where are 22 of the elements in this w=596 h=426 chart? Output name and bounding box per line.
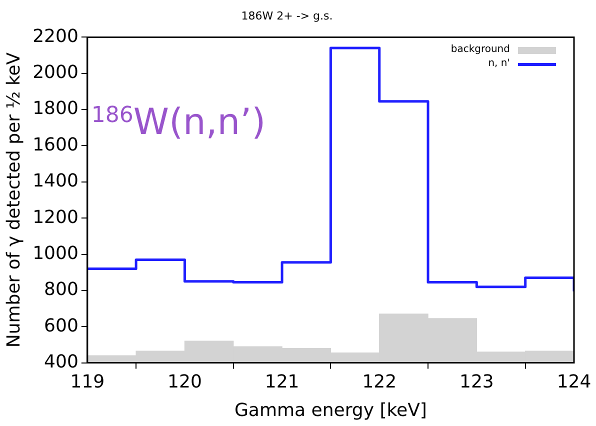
x-tick-label: 120 — [168, 371, 202, 392]
x-axis-title: Gamma energy [keV] — [234, 400, 427, 421]
x-tick-label: 124 — [556, 371, 592, 392]
y-tick-label: 800 — [44, 279, 78, 300]
y-tick-label: 400 — [44, 351, 78, 372]
y-tick-label: 600 — [44, 315, 78, 336]
x-tick-label: 119 — [70, 371, 105, 392]
annotation: $^{186}$W(n,n’) — [91, 102, 266, 143]
y-tick-label: 1200 — [32, 206, 78, 228]
x-tick-label: 121 — [264, 371, 300, 392]
y-axis-title: Number of γ detected per ½ keV — [3, 52, 24, 348]
y-tick-label: 2200 — [32, 26, 78, 47]
x-tick-label: 123 — [460, 371, 494, 392]
y-tick-label: 1800 — [32, 98, 78, 120]
y-tick-label: 1400 — [32, 170, 78, 192]
legend-label: n, n' — [488, 57, 510, 72]
y-tick-label: 1600 — [32, 134, 78, 156]
legend-label: background — [450, 43, 510, 58]
y-tick-label: 1000 — [32, 242, 78, 264]
y-tick-label: 2000 — [32, 62, 78, 84]
chart-title: 186W 2+ -> g.s. — [241, 9, 333, 22]
x-tick-label: 122 — [362, 371, 397, 392]
